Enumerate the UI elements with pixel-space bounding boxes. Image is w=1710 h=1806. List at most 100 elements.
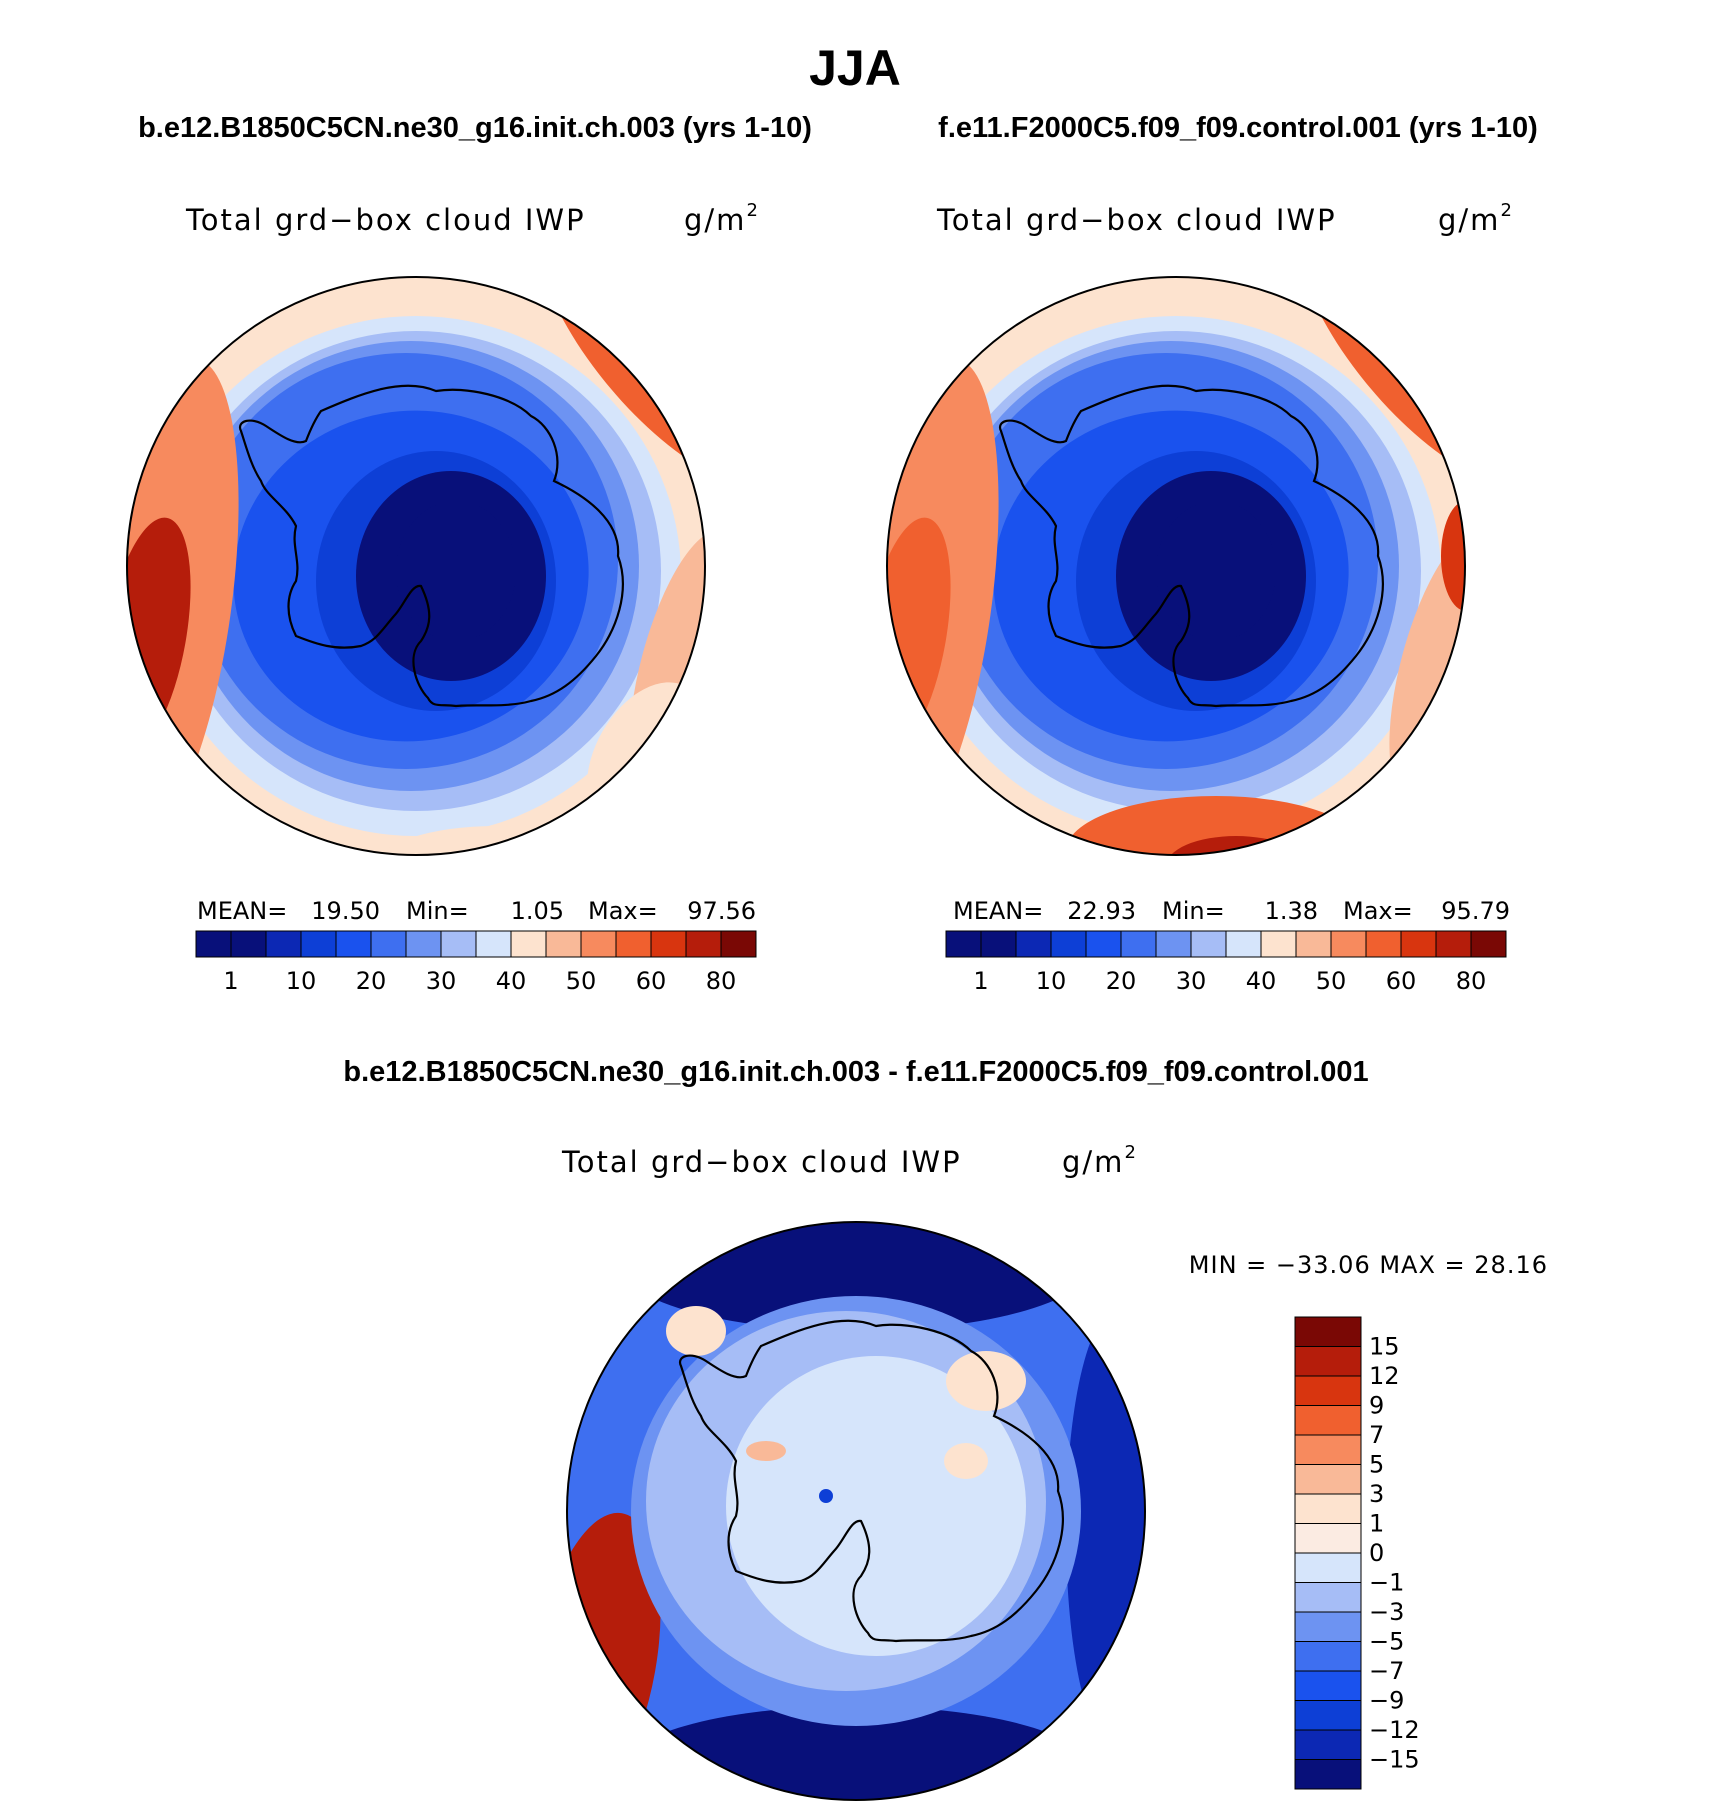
field-storm-west-core [887, 517, 951, 755]
field-plateau-core [396, 501, 516, 641]
colorbar-box [685, 930, 722, 958]
colorbar-tick-label: 1 [223, 967, 238, 995]
left-polar-map [127, 277, 705, 855]
colorbar-box [1294, 1611, 1362, 1642]
diff-positive-patch-4 [746, 1441, 786, 1461]
colorbar-box [945, 930, 982, 958]
colorbar-tick-label: 20 [1106, 967, 1137, 995]
colorbar-box [300, 930, 337, 958]
colorbar-box [1190, 930, 1227, 958]
colorbar-tick-label: 60 [1386, 967, 1417, 995]
diff-northeast-positive [1071, 1222, 1145, 1311]
colorbar-tick-label: 3 [1369, 1480, 1384, 1508]
colorbar-box [1085, 930, 1122, 958]
colorbar-box [1260, 930, 1297, 958]
colorbar-box [1050, 930, 1087, 958]
colorbar-tick-label: −1 [1369, 1569, 1404, 1597]
colorbar-box [1294, 1316, 1362, 1347]
colorbar-box [1400, 930, 1437, 958]
colorbar-tick-label: 15 [1369, 1333, 1400, 1361]
left-min-label: Min= [406, 897, 469, 925]
difference-map-border [566, 1221, 1146, 1801]
figure-title: JJA [809, 40, 901, 96]
colorbar-tick-label: 20 [356, 967, 387, 995]
colorbar-box [580, 930, 617, 958]
right-case-header: f.e11.F2000C5.f09_f09.control.001 (yrs 1… [938, 112, 1538, 144]
colorbar-tick-label: 1 [1369, 1510, 1384, 1538]
colorbar-tick-label: 50 [1316, 967, 1347, 995]
diff-positive-patch-2 [944, 1443, 988, 1479]
left-max-value: 97.56 [687, 897, 756, 925]
colorbar-box [335, 930, 372, 958]
colorbar-box [1294, 1552, 1362, 1583]
colorbar-tick-label: 50 [566, 967, 597, 995]
colorbar-box [1294, 1641, 1362, 1672]
diff-positive-patch-1 [946, 1351, 1026, 1411]
colorbar-box [545, 930, 582, 958]
colorbar-box [1294, 1434, 1362, 1465]
colorbar-box [1295, 930, 1332, 958]
colorbar-tick-label: −9 [1369, 1687, 1404, 1715]
colorbar-tick-label: 40 [1246, 967, 1277, 995]
diff-positive-patch-3 [666, 1306, 726, 1356]
diff-units: g/m2 [1062, 1142, 1138, 1179]
field-south-patch [376, 826, 616, 855]
colorbar-tick-label: 10 [1036, 967, 1067, 995]
colorbar-box [510, 930, 547, 958]
right-max-value: 95.79 [1441, 897, 1510, 925]
field-south-pacific-core [1166, 836, 1306, 855]
colorbar-box [650, 930, 687, 958]
colorbar-tick-label: 80 [706, 967, 737, 995]
left-case-header: b.e12.B1850C5CN.ne30_g16.init.ch.003 (yr… [138, 112, 812, 144]
colorbar-box [720, 930, 757, 958]
colorbar-box [1015, 930, 1052, 958]
colorbar-tick-label: 12 [1369, 1362, 1400, 1390]
diff-field-label: Total grd−box cloud IWP [561, 1145, 962, 1179]
colorbar-tick-label: 30 [1176, 967, 1207, 995]
colorbar-box [1294, 1523, 1362, 1554]
field-east-patch [1441, 501, 1465, 611]
right-map-border [886, 276, 1466, 856]
colorbar-box [1294, 1405, 1362, 1436]
colorbar-tick-label: 30 [426, 967, 457, 995]
difference-min-max: MIN = −33.06 MAX = 28.16 [1189, 1251, 1548, 1279]
colorbar-box [1470, 930, 1507, 958]
right-polar-map [887, 277, 1465, 855]
colorbar-box [1435, 930, 1472, 958]
left-stats: MEAN= 19.50 Min= 1.05 Max= 97.56 [197, 897, 756, 925]
left-map-border [126, 276, 706, 856]
colorbar-box [1365, 930, 1402, 958]
difference-header: b.e12.B1850C5CN.ne30_g16.init.ch.003 - f… [343, 1056, 1368, 1088]
right-field-label: Total grd−box cloud IWP [936, 203, 1337, 237]
left-units: g/m2 [684, 200, 760, 237]
right-min-value: 1.38 [1265, 897, 1318, 925]
left-field-label: Total grd−box cloud IWP [185, 203, 586, 237]
diff-east-negative [1066, 1311, 1145, 1751]
colorbar-box [230, 930, 267, 958]
colorbar-box [265, 930, 302, 958]
colorbar-box [615, 930, 652, 958]
colorbar-box [1294, 1670, 1362, 1701]
colorbar-box [980, 930, 1017, 958]
difference-polar-map [567, 1222, 1145, 1800]
colorbar-tick-label: −12 [1369, 1716, 1420, 1744]
colorbar-tick-label: −5 [1369, 1628, 1404, 1656]
left-colorbar: 1 10 20 30 40 50 60 80 [195, 930, 757, 995]
colorbar-box [1294, 1375, 1362, 1406]
colorbar-box [405, 930, 442, 958]
colorbar-box [1120, 930, 1157, 958]
colorbar-tick-label: 5 [1369, 1451, 1384, 1479]
colorbar-box [475, 930, 512, 958]
colorbar-tick-label: 80 [1456, 967, 1487, 995]
colorbar-box [1294, 1346, 1362, 1377]
right-stats: MEAN= 22.93 Min= 1.38 Max= 95.79 [953, 897, 1510, 925]
right-min-label: Min= [1162, 897, 1225, 925]
colorbar-tick-label: −7 [1369, 1657, 1404, 1685]
colorbar-tick-label: 10 [286, 967, 317, 995]
field-plateau-core [1156, 501, 1276, 641]
right-mean-value: 22.93 [1067, 897, 1136, 925]
colorbar-tick-label: −3 [1369, 1598, 1404, 1626]
colorbar-tick-label: 40 [496, 967, 527, 995]
